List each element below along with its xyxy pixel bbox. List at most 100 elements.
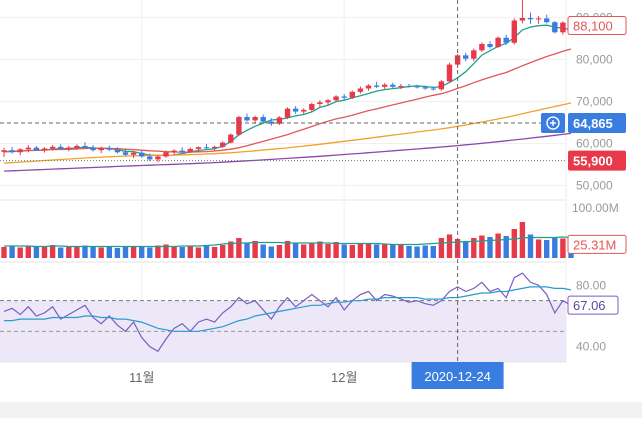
candle[interactable] (244, 113, 250, 122)
volume-bar[interactable] (552, 237, 558, 258)
candle[interactable] (106, 145, 112, 152)
candle[interactable] (390, 82, 396, 89)
volume-bar[interactable] (390, 244, 396, 258)
candle[interactable] (163, 150, 169, 158)
volume-bar[interactable] (236, 238, 242, 258)
candle[interactable] (130, 151, 137, 159)
candle[interactable] (552, 20, 558, 34)
volume-bar[interactable] (535, 239, 542, 259)
volume-bar[interactable] (406, 246, 412, 258)
candle[interactable] (495, 36, 501, 48)
candle[interactable] (41, 147, 48, 153)
candle[interactable] (195, 146, 202, 152)
volume-bar[interactable] (195, 247, 202, 259)
candle[interactable] (406, 83, 412, 88)
volume-bar[interactable] (106, 247, 112, 258)
volume-bar[interactable] (292, 243, 299, 259)
candle[interactable] (373, 81, 380, 89)
candle[interactable] (58, 144, 64, 150)
candle[interactable] (309, 102, 315, 112)
volume-bar[interactable] (211, 247, 218, 258)
candle[interactable] (414, 84, 420, 89)
volume-bar[interactable] (33, 247, 40, 258)
candle[interactable] (422, 85, 428, 90)
volume-bar[interactable] (17, 247, 23, 259)
volume-bar[interactable] (98, 247, 104, 259)
volume-bar[interactable] (479, 235, 485, 259)
candle[interactable] (9, 146, 15, 154)
volume-bar[interactable] (130, 246, 137, 258)
volume-bar[interactable] (122, 246, 129, 259)
volume-bar[interactable] (268, 246, 274, 259)
volume-bar[interactable] (114, 248, 121, 258)
volume-bar[interactable] (49, 245, 56, 258)
candle[interactable] (252, 115, 258, 124)
volume-bar[interactable] (284, 241, 291, 258)
candle[interactable] (382, 83, 388, 89)
volume-bar[interactable] (373, 244, 380, 259)
volume-bar[interactable] (276, 245, 283, 258)
candle[interactable] (187, 147, 193, 154)
volume-bar[interactable] (544, 240, 550, 258)
volume-bar[interactable] (147, 247, 153, 259)
candle[interactable] (66, 145, 72, 152)
volume-bar[interactable] (349, 245, 355, 258)
volume-bar[interactable] (341, 244, 347, 259)
volume-bar[interactable] (171, 246, 177, 258)
volume-bar[interactable] (90, 246, 96, 259)
volume-bar[interactable] (471, 238, 477, 258)
candle[interactable] (544, 14, 550, 24)
candle[interactable] (49, 145, 56, 151)
candle[interactable] (276, 116, 283, 125)
volume-bar[interactable] (179, 247, 185, 258)
volume-bar[interactable] (495, 233, 501, 259)
candle[interactable] (203, 143, 210, 149)
candle[interactable] (527, 12, 534, 24)
volume-bar[interactable] (487, 237, 493, 258)
candle[interactable] (1, 147, 7, 157)
candle[interactable] (511, 18, 517, 45)
candle[interactable] (471, 48, 477, 62)
volume-bar[interactable] (25, 245, 31, 259)
candle[interactable] (535, 15, 542, 24)
volume-bar[interactable] (317, 241, 323, 259)
candle[interactable] (220, 141, 226, 149)
volume-bar[interactable] (163, 244, 169, 259)
candle[interactable] (446, 62, 453, 83)
candle[interactable] (211, 145, 218, 151)
candle[interactable] (349, 90, 355, 99)
candle[interactable] (25, 145, 31, 153)
candle[interactable] (74, 144, 80, 150)
candle[interactable] (487, 41, 493, 49)
volume-bar[interactable] (365, 243, 372, 259)
candle[interactable] (236, 115, 242, 136)
candle[interactable] (268, 118, 274, 126)
volume-bar[interactable] (414, 246, 420, 259)
volume-bar[interactable] (155, 245, 161, 259)
candle[interactable] (333, 95, 339, 102)
volume-bar[interactable] (203, 246, 210, 258)
candle[interactable] (260, 114, 266, 123)
candle[interactable] (325, 98, 331, 106)
volume-bar[interactable] (41, 246, 48, 259)
volume-bar[interactable] (438, 238, 445, 258)
volume-bar[interactable] (1, 247, 7, 258)
volume-bar[interactable] (82, 245, 88, 259)
volume-bar[interactable] (463, 241, 469, 258)
candle[interactable] (365, 84, 372, 91)
volume-bar[interactable] (430, 246, 436, 258)
rsi-panel[interactable]: 40.00 80.00 67.06 (0, 272, 619, 363)
volume-bar[interactable] (511, 229, 517, 258)
bottom-scroll-strip[interactable] (0, 402, 642, 418)
candle[interactable] (560, 21, 566, 35)
candle[interactable] (341, 93, 347, 100)
volume-bar[interactable] (560, 238, 566, 259)
volume-bar[interactable] (66, 247, 72, 258)
candle[interactable] (430, 86, 436, 91)
price-panel[interactable]: 50,00060,00070,00080,00090,00088,10055,9… (0, 0, 627, 192)
volume-bar[interactable] (252, 241, 258, 258)
volume-bar[interactable] (228, 241, 234, 259)
candle[interactable] (398, 83, 404, 89)
